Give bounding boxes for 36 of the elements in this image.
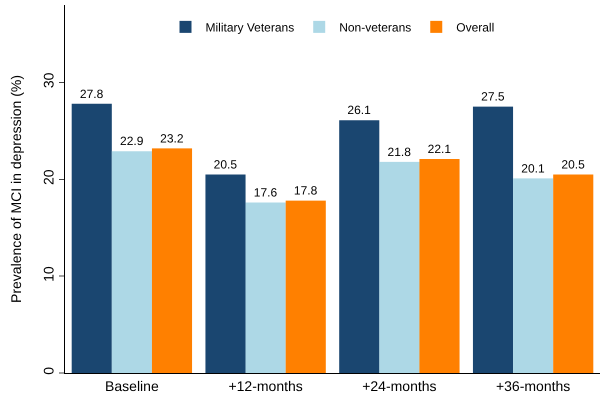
data-label: 22.9 [120,134,144,148]
data-label: 22.1 [428,142,452,156]
data-label: 20.5 [561,157,586,172]
bar [205,174,246,373]
data-label: 20.5 [214,157,238,172]
data-label: 23.2 [160,131,184,146]
legend-label: Overall [456,20,494,35]
bar [339,120,380,373]
bar [553,174,594,373]
bar [152,148,192,373]
y-tick-label: 30 [40,72,56,88]
x-tick-label: Baseline [105,378,159,394]
x-tick-label: +12-months [228,378,303,394]
y-tick-label: 10 [40,266,56,282]
y-tick-label: 0 [40,366,56,375]
x-tick-label: +36-months [496,378,570,394]
bar [513,178,554,373]
bar [72,104,112,373]
data-label: 20.1 [521,161,545,176]
legend-label: Military Veterans [206,20,294,35]
data-label: 27.8 [80,86,104,101]
legend-label: Non-veterans [339,20,412,35]
bar [472,106,514,373]
data-label: 21.8 [388,144,412,159]
y-tick-label: 20 [40,169,56,186]
x-tick-label: +24-months [362,378,437,394]
data-label: 26.1 [347,103,372,118]
data-label: 27.5 [481,90,505,104]
y-axis-title: Prevalence of MCI in depression (%) [8,75,24,303]
bar [419,158,460,373]
bar [246,202,286,373]
bar [286,200,326,373]
bar [379,162,420,373]
data-label: 17.6 [254,186,278,200]
bar [112,151,152,373]
data-label: 17.8 [294,184,318,198]
